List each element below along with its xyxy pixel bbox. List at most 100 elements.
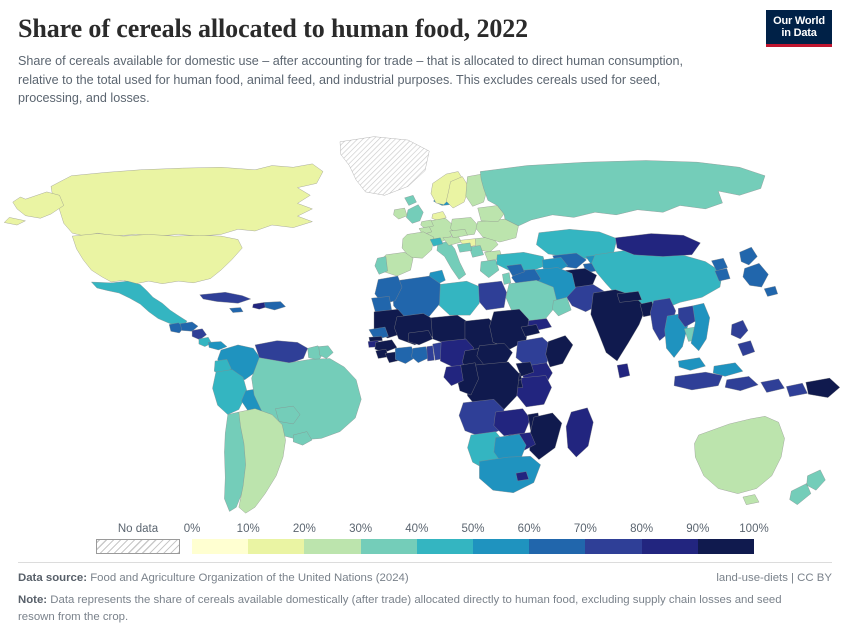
map-country-united-kingdom[interactable]: United Kingdom – 33%: [405, 195, 424, 223]
map-country-ireland[interactable]: Ireland – 20%: [394, 208, 408, 219]
map-country-russia[interactable]: Russia – 34%: [480, 160, 765, 225]
map-country-gambia[interactable]: Gambia – 90%: [369, 336, 383, 341]
map-country-peru[interactable]: Peru – 44%: [213, 370, 248, 415]
legend-tick-6: 60%: [517, 523, 541, 536]
map-country-oman[interactable]: Oman – 38%: [553, 297, 572, 316]
map-country-papua-new-guinea[interactable]: Papua New Guinea – 94%: [806, 378, 840, 398]
data-source-value: Food and Agriculture Organization of the…: [90, 572, 409, 585]
legend-swatch-6[interactable]: [529, 539, 586, 555]
map-country-portugal[interactable]: Portugal – 30%: [375, 256, 388, 274]
map-country-france[interactable]: France – 29%: [402, 232, 433, 258]
map-country-eritrea[interactable]: Eritrea – 95%: [521, 324, 540, 336]
map-country-philippines[interactable]: Philippines – 79%: [731, 320, 755, 356]
chart-subtitle: Share of cereals available for domestic …: [18, 54, 684, 106]
map-country-greece[interactable]: Greece – 32%: [480, 260, 499, 278]
our-world-in-data-logo[interactable]: Our World in Data: [766, 10, 832, 47]
note-label: Note:: [18, 594, 48, 607]
map-country-south-africa[interactable]: South Africa – 57%: [479, 456, 540, 493]
map-country-switzerland[interactable]: Switzerland – 43%: [430, 238, 443, 247]
map-country-mozambique[interactable]: Mozambique – 90%: [530, 413, 562, 460]
map-country-haiti[interactable]: Haiti – 84%: [252, 302, 267, 309]
map-country-nepal[interactable]: Nepal – 90%: [617, 291, 642, 302]
legend-swatch-5[interactable]: [473, 539, 530, 555]
map-country-somalia[interactable]: Somalia – 92%: [546, 336, 573, 367]
legend-swatch-2[interactable]: [304, 539, 361, 555]
legend-swatch-8[interactable]: [641, 539, 698, 555]
map-country-togo[interactable]: Togo – 78%: [427, 346, 435, 361]
note-value: Data represents the share of cereals ava…: [18, 594, 782, 623]
map-country-mexico[interactable]: Mexico – 45%: [91, 281, 187, 327]
world-choropleth-map[interactable]: Canada – 14%United States – 12% Greenland…: [0, 112, 850, 563]
map-country-australia[interactable]: Australia – 23%: [694, 416, 784, 504]
map-country-argentina[interactable]: Argentina – 22%: [239, 409, 286, 514]
map-country-dominican-republic[interactable]: Dominican Republic – 64%: [264, 302, 285, 311]
map-country-panama[interactable]: Panama – 52%: [208, 341, 227, 350]
chart-note: Note: Data represents the share of cerea…: [18, 592, 808, 625]
map-country-mongolia[interactable]: Mongolia – 86%: [615, 234, 700, 257]
map-country-cuba[interactable]: Cuba – 78%: [200, 292, 251, 303]
map-country-sweden[interactable]: Sweden – 18%: [446, 177, 469, 208]
data-source-label: Data source:: [18, 572, 88, 585]
legend-color-bar[interactable]: [192, 539, 755, 555]
map-country-gabon[interactable]: Gabon – 88%: [444, 365, 464, 385]
map-country-nicaragua[interactable]: Nicaragua – 72%: [192, 329, 206, 340]
map-country-belarus[interactable]: Belarus – 26%: [478, 205, 504, 221]
attribution-link[interactable]: land-use-diets | CC BY: [716, 572, 832, 585]
map-country-ghana[interactable]: Ghana – 68%: [411, 347, 429, 363]
legend-tick-4: 40%: [405, 523, 429, 536]
map-country-ivory-coast[interactable]: Ivory Coast – 66%: [395, 347, 416, 364]
map-country-egypt[interactable]: Egypt – 76%: [477, 281, 507, 310]
map-country-syria[interactable]: Syria – 68%: [507, 264, 525, 276]
map-country-south-korea[interactable]: South Korea – 62%: [715, 268, 730, 281]
map-country-madagascar[interactable]: Madagascar – 86%: [566, 408, 593, 457]
data-source-line: Data source: Food and Agriculture Organi…: [18, 570, 704, 587]
legend-swatch-0[interactable]: [192, 539, 249, 555]
map-country-alaska[interactable]: Alaska – 12%: [4, 192, 64, 225]
map-country-zambia[interactable]: Zambia – 86%: [494, 409, 531, 436]
map-country-lesotho[interactable]: Lesotho – 88%: [516, 472, 529, 481]
map-country-senegal[interactable]: Senegal – 64%: [369, 327, 389, 340]
map-country-canada[interactable]: Canada – 14%: [51, 164, 323, 236]
legend-tick-0: 0%: [183, 523, 201, 536]
map-country-croatia[interactable]: Croatia – 36%: [457, 243, 471, 252]
map-country-uruguay[interactable]: Uruguay – 30%: [293, 432, 312, 446]
map-country-guatemala[interactable]: Guatemala – 62%: [169, 323, 183, 333]
map-country-greenland[interactable]: Greenland – No data: [340, 137, 429, 196]
map-country-malaysia[interactable]: Malaysia – 50%: [678, 358, 743, 377]
legend-no-data-label: No data: [117, 523, 159, 536]
chart-header: Share of cereals allocated to human food…: [0, 0, 850, 108]
map-country-italy[interactable]: Italy – 34%: [437, 241, 466, 279]
map-country-north-korea[interactable]: North Korea – 60%: [711, 258, 727, 271]
map-country-serbia[interactable]: Serbia – 31%: [469, 245, 483, 257]
map-country-guinea[interactable]: Guinea – 92%: [375, 340, 397, 353]
map-country-czechia[interactable]: Czechia – 27%: [450, 229, 468, 238]
map-country-uganda[interactable]: Uganda – 90%: [516, 362, 534, 376]
map-country-honduras[interactable]: Honduras – 66%: [180, 322, 198, 331]
legend-swatch-7[interactable]: [585, 539, 642, 555]
legend-tick-5: 50%: [461, 523, 485, 536]
map-country-new-zealand[interactable]: New Zealand – 38%: [790, 470, 826, 505]
map-country-israel[interactable]: Israel – 35%: [502, 273, 511, 285]
legend-swatch-3[interactable]: [360, 539, 417, 555]
legend-tick-8: 80%: [630, 523, 654, 536]
map-country-japan[interactable]: Japan – 60%: [740, 247, 778, 296]
map-country-indonesia[interactable]: Indonesia – 77%: [674, 372, 807, 397]
map-country-sri-lanka[interactable]: Sri Lanka – 88%: [617, 364, 630, 378]
map-country-jamaica[interactable]: Jamaica – 60%: [230, 307, 244, 312]
map-country-vietnam[interactable]: Vietnam – 55%: [691, 303, 710, 351]
legend-tick-9: 90%: [686, 523, 710, 536]
map-country-suriname[interactable]: Suriname – 36%: [319, 346, 333, 359]
legend-swatch-9[interactable]: [697, 539, 755, 555]
map-country-paraguay[interactable]: Paraguay – 32%: [275, 406, 300, 424]
legend-no-data[interactable]: No data: [96, 523, 180, 555]
legend-swatch-1[interactable]: [248, 539, 305, 555]
legend-scale[interactable]: 0% 10% 20% 30% 40% 50% 60% 70% 80% 90% 100%: [184, 519, 769, 555]
map-country-burkina-faso[interactable]: Burkina Faso – 93%: [408, 330, 433, 344]
logo-line-1: Our World: [773, 15, 825, 27]
map-country-laos[interactable]: Laos – 74%: [678, 306, 697, 327]
legend-tick-3: 30%: [349, 523, 373, 536]
map-country-united-states[interactable]: United States – 12%: [72, 234, 242, 284]
map-country-libya[interactable]: Libya – 47%: [438, 281, 480, 315]
legend-no-data-swatch: [96, 539, 180, 555]
legend-swatch-4[interactable]: [416, 539, 474, 555]
